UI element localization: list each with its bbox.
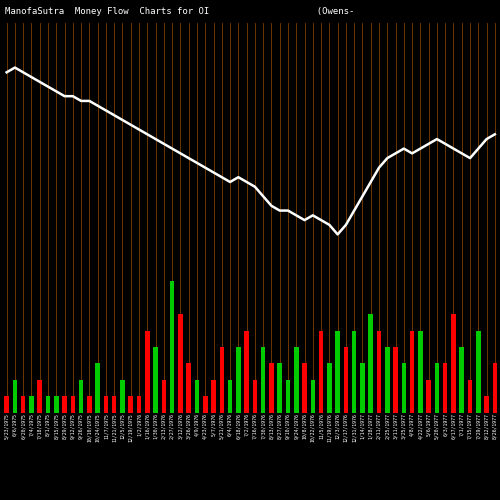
Bar [38,380,42,412]
Bar [278,364,282,412]
Bar [336,330,340,412]
Bar [484,396,489,412]
Bar [87,396,92,412]
Bar [294,347,298,412]
Bar [170,282,174,412]
Bar [203,396,207,412]
Bar [360,364,364,412]
Bar [418,330,422,412]
Bar [220,347,224,412]
Bar [443,364,448,412]
Bar [154,347,158,412]
Bar [79,380,84,412]
Bar [62,396,67,412]
Bar [104,396,108,412]
Bar [128,396,133,412]
Bar [178,314,182,412]
Bar [468,380,472,412]
Bar [344,347,348,412]
Bar [319,330,324,412]
Bar [194,380,199,412]
Bar [70,396,75,412]
Bar [211,380,216,412]
Bar [29,396,34,412]
Bar [476,330,480,412]
Bar [120,380,125,412]
Bar [286,380,290,412]
Bar [112,396,116,412]
Bar [410,330,414,412]
Bar [244,330,249,412]
Bar [352,330,356,412]
Bar [228,380,232,412]
Bar [46,396,51,412]
Bar [394,347,398,412]
Bar [434,364,439,412]
Bar [186,364,191,412]
Text: ManofaSutra  Money Flow  Charts for OI                    (Owens-               : ManofaSutra Money Flow Charts for OI (Ow… [5,8,500,16]
Bar [451,314,456,412]
Bar [236,347,240,412]
Bar [310,380,315,412]
Bar [261,347,266,412]
Bar [492,364,497,412]
Bar [137,396,141,412]
Bar [12,380,17,412]
Bar [402,364,406,412]
Bar [252,380,257,412]
Bar [327,364,332,412]
Bar [376,330,382,412]
Bar [269,364,274,412]
Bar [21,396,25,412]
Bar [368,314,373,412]
Bar [460,347,464,412]
Bar [302,364,307,412]
Bar [162,380,166,412]
Bar [426,380,431,412]
Bar [54,396,58,412]
Bar [145,330,150,412]
Bar [96,364,100,412]
Bar [385,347,390,412]
Bar [4,396,9,412]
